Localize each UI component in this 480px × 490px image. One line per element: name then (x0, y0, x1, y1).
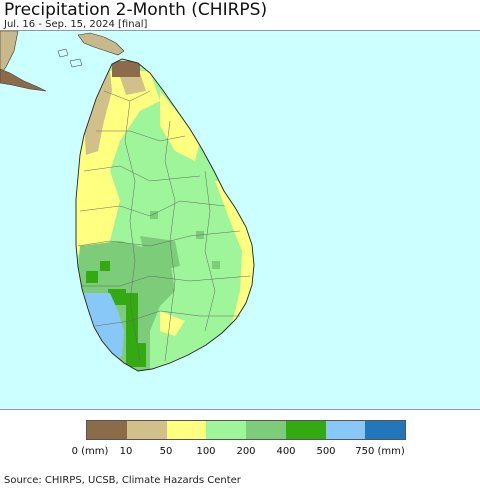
legend-label: 500 (316, 446, 336, 457)
island-small (69, 58, 83, 68)
legend-swatch (285, 421, 326, 439)
district-boundaries (77, 90, 251, 362)
legend-swatch (126, 421, 167, 439)
legend-swatch (325, 421, 366, 439)
legend-label: 10 (119, 446, 133, 457)
legend-swatch (166, 421, 207, 439)
legend-label: 50 (159, 446, 173, 457)
india-coast-strip (0, 68, 47, 92)
legend-label: 750 (mm) (355, 446, 405, 457)
page-title: Precipitation 2-Month (CHIRPS) (4, 0, 268, 20)
sri-lanka-coastline (75, 58, 255, 372)
legend-color-bar (86, 420, 406, 440)
map-svg (0, 31, 480, 409)
legend-swatch (246, 421, 286, 439)
legend-swatch (206, 421, 246, 439)
legend-label: 0 (mm) (71, 446, 109, 457)
source-credit: Source: CHIRPS, UCSB, Climate Hazards Ce… (4, 475, 241, 486)
date-range-subtitle: Jul. 16 - Sep. 15, 2024 [final] (4, 19, 148, 30)
legend-swatch (87, 421, 127, 439)
island-small (57, 48, 69, 58)
legend-label: 100 (196, 446, 216, 457)
legend-labels: 0 (mm) 10 50 100 200 400 500 750 (mm) (0, 446, 480, 460)
jaffna-peninsula (77, 32, 125, 56)
legend-swatch (365, 421, 405, 439)
precipitation-map (0, 30, 480, 410)
legend-label: 400 (276, 446, 296, 457)
legend-label: 200 (236, 446, 256, 457)
india-landmass (0, 31, 19, 76)
